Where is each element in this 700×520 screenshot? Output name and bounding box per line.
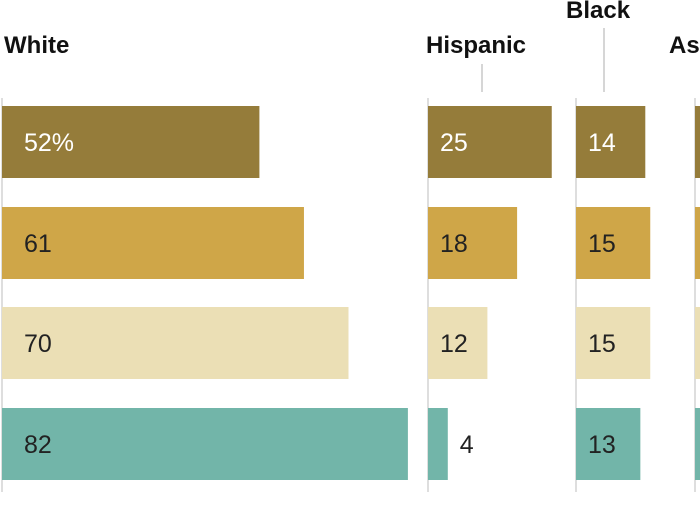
bar-label-white-row3: 70 [24,330,52,358]
bar-white-row3 [2,307,349,379]
bar-label-white-row2: 61 [24,230,52,258]
bar-label-black-row4: 13 [588,431,616,459]
bar-label-white-row4: 82 [24,431,52,459]
bar-black-row2 [576,207,651,279]
bar-hispanic-row4 [428,408,448,480]
bar-black-row1 [576,106,646,178]
bar-black-row3 [576,307,651,379]
bar-asian-row1 [695,106,700,178]
bar-asian-row3 [695,307,700,379]
group-header-black: Black [566,0,631,24]
group-header-white: White [4,32,69,59]
bar-white-row1 [2,106,260,178]
bar-label-black-row1: 14 [588,129,616,157]
bar-white-row2 [2,207,304,279]
bar-label-black-row2: 15 [588,230,616,258]
bar-label-black-row3: 15 [588,330,616,358]
bar-value-labels: 52% 25 14 61 18 15 70 12 15 82 4 13 [24,129,616,459]
bar-black-row4 [576,408,641,480]
bar-white-row4 [2,408,408,480]
bar-hispanic-row1 [428,106,552,178]
bar-asian-row2 [695,207,700,279]
group-header-asian: As [669,32,700,59]
bar-hispanic-row2 [428,207,518,279]
group-header-hispanic: Hispanic [426,32,526,59]
bar-marks [2,106,700,480]
bar-label-white-row1: 52% [24,129,74,157]
group-headers: White Hispanic Black As [4,0,700,59]
bar-asian-row4 [695,408,700,480]
bar-hispanic-row3 [428,307,488,379]
bar-label-hispanic-row3: 12 [440,330,468,358]
bar-label-hispanic-row2: 18 [440,230,468,258]
bar-label-hispanic-row1: 25 [440,129,468,157]
bar-label-hispanic-row4: 4 [460,431,474,459]
